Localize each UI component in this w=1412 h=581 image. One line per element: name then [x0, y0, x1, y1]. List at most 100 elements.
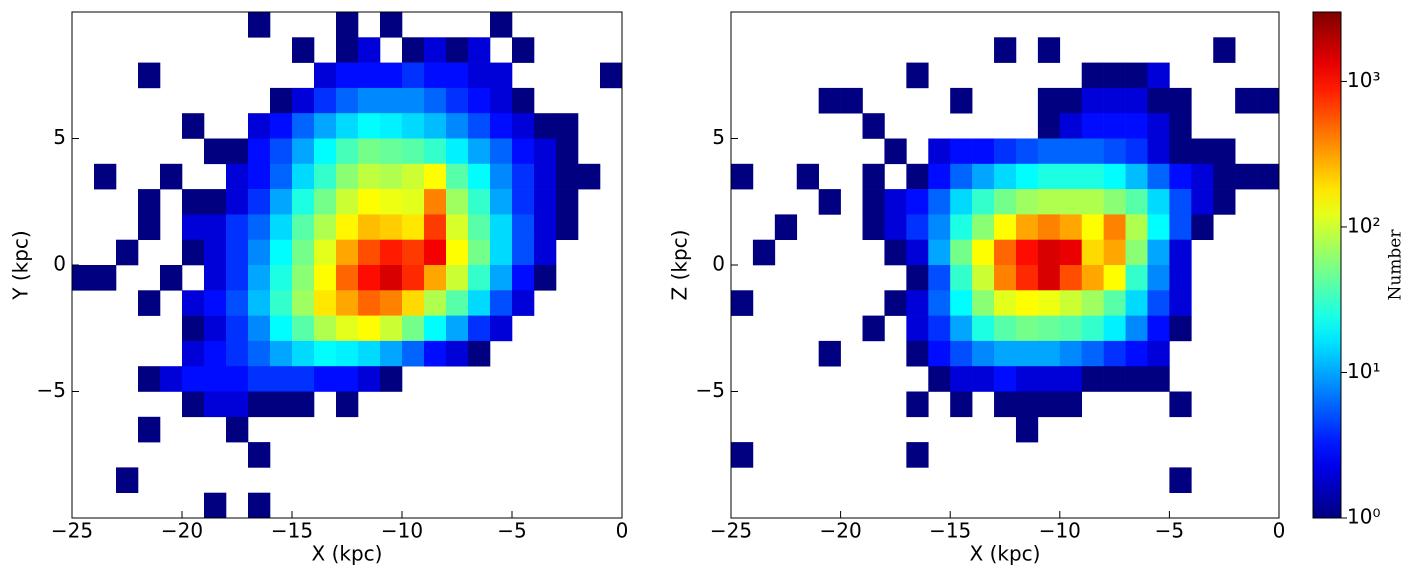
heatmap-cell: [248, 492, 271, 519]
heatmap-cell: [862, 214, 885, 240]
heatmap-cell: [248, 214, 271, 240]
heatmap-cell: [270, 265, 293, 291]
heatmap-cell: [1015, 138, 1039, 165]
heatmap-cell: [534, 163, 557, 190]
heatmap-cell: [336, 189, 359, 215]
heatmap-cell: [1103, 315, 1126, 342]
heatmap-cell: [1147, 214, 1170, 240]
heatmap-cell: [314, 214, 337, 240]
heatmap-cell: [72, 265, 95, 291]
heatmap-cell: [358, 62, 381, 89]
heatmap-cell: [336, 391, 359, 418]
heatmap-cell: [1015, 239, 1039, 266]
heatmap-cell: [994, 290, 1017, 316]
heatmap-cell: [446, 340, 469, 367]
heatmap-cell: [1125, 239, 1148, 266]
heatmap-cell: [182, 113, 205, 139]
heatmap-cell: [182, 290, 205, 316]
heatmap-cell: [818, 87, 841, 114]
heatmap-cell: [796, 163, 819, 190]
heatmap-cell: [358, 239, 381, 266]
heatmap-cell: [468, 290, 491, 316]
heatmap-cell: [446, 189, 469, 215]
heatmap-cell: [424, 138, 447, 165]
heatmap-cell: [556, 214, 579, 240]
x-tick-label: −20: [819, 519, 861, 543]
heatmap-cell: [950, 214, 973, 240]
x-tick-label: −10: [1039, 519, 1081, 543]
heatmap-cell: [490, 214, 513, 240]
heatmap-cell: [358, 340, 381, 367]
heatmap-cell: [1015, 416, 1039, 443]
heatmap-cell: [534, 113, 557, 139]
heatmap-cell: [1125, 265, 1148, 291]
heatmap-cell: [906, 442, 929, 468]
heatmap-cell: [906, 265, 929, 291]
heatmap-cell: [446, 138, 469, 165]
heatmap-cell: [1125, 189, 1148, 215]
heatmap-cell: [534, 214, 557, 240]
heatmap-cell: [270, 214, 293, 240]
heatmap-cell: [1125, 366, 1148, 392]
heatmap-cell: [468, 214, 491, 240]
heatmap-cell: [1037, 214, 1061, 240]
heatmap-cell: [336, 290, 359, 316]
heatmap-cell: [1103, 214, 1126, 240]
heatmap-cell: [336, 87, 359, 114]
heatmap-cell: [182, 239, 205, 266]
y-axis-label: Y (kpc): [9, 230, 33, 300]
x-axis-label: X (kpc): [970, 542, 1041, 566]
heatmap-cell: [906, 189, 929, 215]
heatmap-cell: [138, 366, 161, 392]
heatmap-cell: [446, 290, 469, 316]
heatmap-cell: [950, 340, 973, 367]
heatmap-cell: [402, 214, 425, 240]
heatmap-cell: [314, 340, 337, 367]
heatmap-cell: [972, 315, 995, 342]
heatmap-cell: [336, 265, 359, 291]
heatmap-cell: [774, 214, 798, 240]
heatmap-cell: [994, 163, 1017, 190]
heatmap-cell: [446, 315, 469, 342]
heatmap-cell: [862, 189, 885, 215]
heatmap-cell: [1015, 265, 1039, 291]
heatmap-cell: [94, 265, 117, 291]
heatmap-cell: [380, 12, 403, 38]
heatmap-cell: [928, 315, 951, 342]
heatmap-cell: [336, 366, 359, 392]
heatmap-cell: [182, 340, 205, 367]
heatmap-cell: [731, 442, 754, 468]
heatmap-cell: [884, 239, 907, 266]
heatmap-cell: [1015, 163, 1039, 190]
heatmap-cell: [424, 189, 447, 215]
heatmap-cell: [928, 366, 951, 392]
heatmap-cell: [424, 214, 447, 240]
heatmap-cell: [358, 214, 381, 240]
x-tick-label: 0: [1273, 519, 1286, 543]
heatmap-cell: [226, 290, 249, 316]
heatmap-cell: [862, 315, 885, 342]
heatmap-cell: [928, 214, 951, 240]
heatmap-cell: [1037, 391, 1061, 418]
heatmap-cell: [490, 239, 513, 266]
heatmap-cell: [226, 163, 249, 190]
heatmap-cell: [994, 391, 1017, 418]
heatmap-cell: [292, 290, 315, 316]
heatmap-cell: [226, 138, 249, 165]
heatmap-cell: [314, 189, 337, 215]
heatmap-cell: [380, 62, 403, 89]
heatmap-cell: [204, 340, 227, 367]
heatmap-cell: [314, 163, 337, 190]
heatmap-cell: [468, 315, 491, 342]
heatmap-cell: [314, 87, 337, 114]
heatmap-cell: [336, 138, 359, 165]
heatmap-cell: [950, 391, 973, 418]
heatmap-cell: [1257, 163, 1280, 190]
heatmap-cell: [906, 214, 929, 240]
heatmap-cell: [512, 189, 535, 215]
heatmap-cell: [1015, 189, 1039, 215]
heatmap-cell: [94, 163, 117, 190]
heatmap-cell: [490, 265, 513, 291]
heatmap-cell: [1235, 163, 1258, 190]
heatmap-cell: [1147, 138, 1170, 165]
